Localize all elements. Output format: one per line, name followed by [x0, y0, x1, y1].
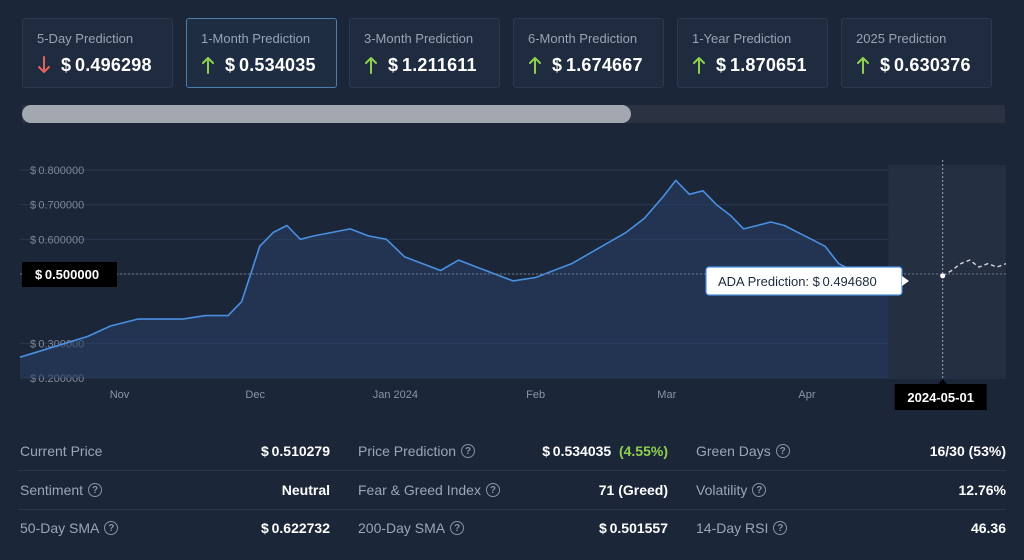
- tooltip-pointer: [902, 276, 909, 286]
- stat-value: $ 0.501557: [599, 520, 668, 536]
- stat-value: $ 0.622732: [261, 520, 330, 536]
- stat-label: 14-Day RSI: [696, 520, 769, 536]
- card-5-day-prediction[interactable]: 5-Day Prediction $ 0.496298: [22, 18, 173, 88]
- crosshair-date-box: [894, 384, 987, 410]
- cards-scrollbar-thumb[interactable]: [22, 105, 632, 123]
- stat-value: Neutral: [281, 482, 330, 498]
- hover-y-label: $ 0.500000: [35, 267, 99, 282]
- card-title: 6-Month Prediction: [528, 31, 638, 46]
- stats-divider: [18, 509, 1006, 510]
- x-tick-label: Mar: [657, 389, 676, 401]
- card-value: $ 1.870651: [716, 54, 807, 75]
- stat-14-day-rsi: 14-Day RSI? 46.36: [696, 518, 1006, 538]
- stat-50-day-sma: 50-Day SMA? $ 0.622732: [20, 518, 330, 538]
- stat-label: 200-Day SMA: [358, 520, 446, 536]
- price-area: [20, 180, 889, 378]
- stat-volatility: Volatility? 12.76%: [696, 480, 1006, 500]
- stat-change-percent: (4.55%): [618, 443, 668, 459]
- arrow-up-icon: [528, 56, 542, 74]
- stat-value: 16/30 (53%): [929, 443, 1006, 459]
- card-6-month-prediction[interactable]: 6-Month Prediction $ 1.674667: [513, 18, 664, 88]
- stat-value: 46.36: [970, 520, 1006, 536]
- arrow-up-icon: [364, 56, 378, 74]
- arrow-up-icon: [692, 56, 706, 74]
- x-tick-label: Apr: [798, 389, 815, 401]
- x-tick-label: Dec: [245, 389, 265, 401]
- card-2025-prediction[interactable]: 2025 Prediction $ 0.630376: [841, 18, 992, 88]
- prediction-line: [942, 259, 1007, 277]
- arrow-down-icon: [37, 56, 51, 74]
- card-value: $ 0.534035: [225, 54, 316, 75]
- card-title: 3-Month Prediction: [364, 31, 474, 46]
- card-title: 1-Month Prediction: [201, 31, 311, 46]
- stat-price-prediction: Price Prediction? $ 0.534035 (4.55%): [358, 441, 668, 461]
- y-tick-label: $ 0.600000: [30, 234, 84, 246]
- stat-green-days: Green Days? 16/30 (53%): [696, 441, 1006, 461]
- x-tick-label: Nov: [110, 389, 130, 401]
- stat-label: Volatility: [696, 482, 748, 498]
- x-tick-label: Feb: [526, 389, 545, 401]
- card-1-month-prediction[interactable]: 1-Month Prediction $ 0.534035: [186, 18, 337, 88]
- crosshair-date-label: 2024-05-01: [907, 390, 974, 405]
- y-tick-label: $ 0.800000: [30, 165, 84, 177]
- stat-value: 71 (Greed): [598, 482, 668, 498]
- help-icon[interactable]: ?: [775, 444, 790, 458]
- help-icon[interactable]: ?: [461, 444, 476, 458]
- stat-200-day-sma: 200-Day SMA? $ 0.501557: [358, 518, 668, 538]
- cards-scrollbar-track[interactable]: [22, 105, 1005, 123]
- stats-divider: [18, 470, 1006, 471]
- stat-label: 50-Day SMA: [20, 520, 100, 536]
- stat-label: Price Prediction: [358, 443, 457, 459]
- stat-current-price: Current Price $ 0.510279: [20, 441, 330, 461]
- arrow-up-icon: [201, 56, 215, 74]
- stat-label: Green Days: [696, 443, 771, 459]
- stat-sentiment: Sentiment? Neutral: [20, 480, 330, 500]
- card-title: 5-Day Prediction: [37, 31, 134, 46]
- tooltip-point: [940, 273, 946, 279]
- card-3-month-prediction[interactable]: 3-Month Prediction $ 1.211611: [349, 18, 500, 88]
- stat-value: $ 0.510279: [261, 443, 330, 459]
- help-icon[interactable]: ?: [450, 521, 465, 535]
- prediction-cards: 5-Day Prediction $ 0.496298 1-Month Pred…: [22, 18, 1002, 88]
- help-icon[interactable]: ?: [752, 483, 767, 497]
- help-icon[interactable]: ?: [485, 483, 500, 497]
- help-icon[interactable]: ?: [773, 521, 788, 535]
- card-value: $ 1.674667: [552, 54, 643, 75]
- hover-y-label-box: [22, 262, 117, 287]
- card-value: $ 1.211611: [388, 54, 477, 75]
- stat-label: Sentiment: [20, 482, 84, 498]
- price-chart[interactable]: $ 0.800000 $ 0.700000 $ 0.600000 $ 0.500000…: [0, 140, 1024, 412]
- card-value: $ 0.496298: [61, 54, 152, 75]
- stat-value: 12.76%: [958, 482, 1006, 498]
- stat-label: Current Price: [20, 443, 103, 459]
- card-title: 1-Year Prediction: [692, 31, 792, 46]
- crosshair-date-pointer: [938, 379, 947, 384]
- stat-label: Fear & Greed Index: [358, 482, 481, 498]
- help-icon[interactable]: ?: [88, 483, 103, 497]
- card-value: $ 0.630376: [880, 54, 971, 75]
- stat-fear-greed-index: Fear & Greed Index? 71 (Greed): [358, 480, 668, 500]
- price-line: [19, 179, 889, 358]
- tooltip-text: ADA Prediction: $ 0.494680: [718, 274, 877, 289]
- card-title: 2025 Prediction: [856, 31, 947, 46]
- card-1-year-prediction[interactable]: 1-Year Prediction $ 1.870651: [677, 18, 828, 88]
- help-icon[interactable]: ?: [104, 521, 119, 535]
- x-tick-label: Jan 2024: [373, 389, 418, 401]
- stat-value: $ 0.534035: [542, 443, 612, 459]
- arrow-up-icon: [856, 56, 870, 74]
- y-tick-label: $ 0.700000: [30, 200, 84, 212]
- prediction-region: [888, 165, 1006, 378]
